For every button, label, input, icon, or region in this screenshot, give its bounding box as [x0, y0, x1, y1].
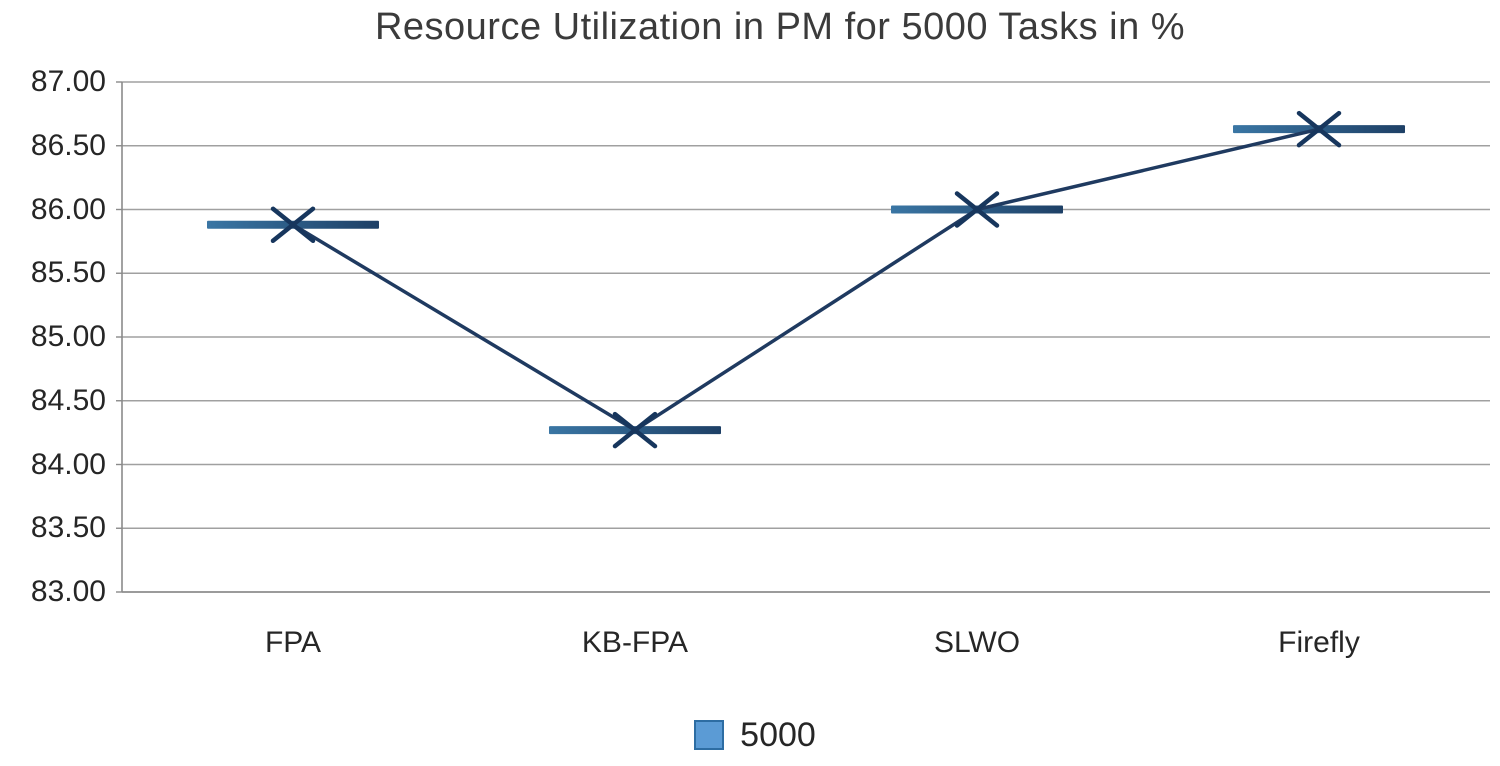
y-tick-label: 85.50 — [30, 256, 106, 290]
x-category-label: KB-FPA — [581, 626, 689, 659]
y-tick-label: 84.50 — [30, 383, 106, 417]
x-marker — [1296, 110, 1342, 148]
legend: 5000 — [0, 718, 1500, 752]
x-category-label: SLWO — [933, 626, 1021, 659]
y-tick-label: 84.00 — [30, 447, 106, 481]
x-marker — [612, 411, 658, 449]
legend-series-label: 5000 — [740, 716, 816, 754]
y-tick-label: 86.50 — [30, 128, 106, 162]
legend-swatch-icon — [694, 720, 725, 750]
x-marker — [270, 206, 316, 244]
series-line — [292, 127, 1320, 433]
y-tick-label: 83.50 — [30, 511, 106, 545]
x-category-label: FPA — [264, 626, 322, 659]
y-tick-label: 87.00 — [30, 65, 106, 98]
y-tick-label: 86.00 — [30, 192, 106, 226]
x-marker — [954, 191, 1000, 228]
x-category-label: Firefly — [1278, 626, 1360, 659]
chart-title: Resource Utilization in PM for 5000 Task… — [374, 6, 1186, 48]
y-tick-label: 83.00 — [30, 575, 106, 608]
y-tick-label: 85.00 — [30, 320, 106, 353]
